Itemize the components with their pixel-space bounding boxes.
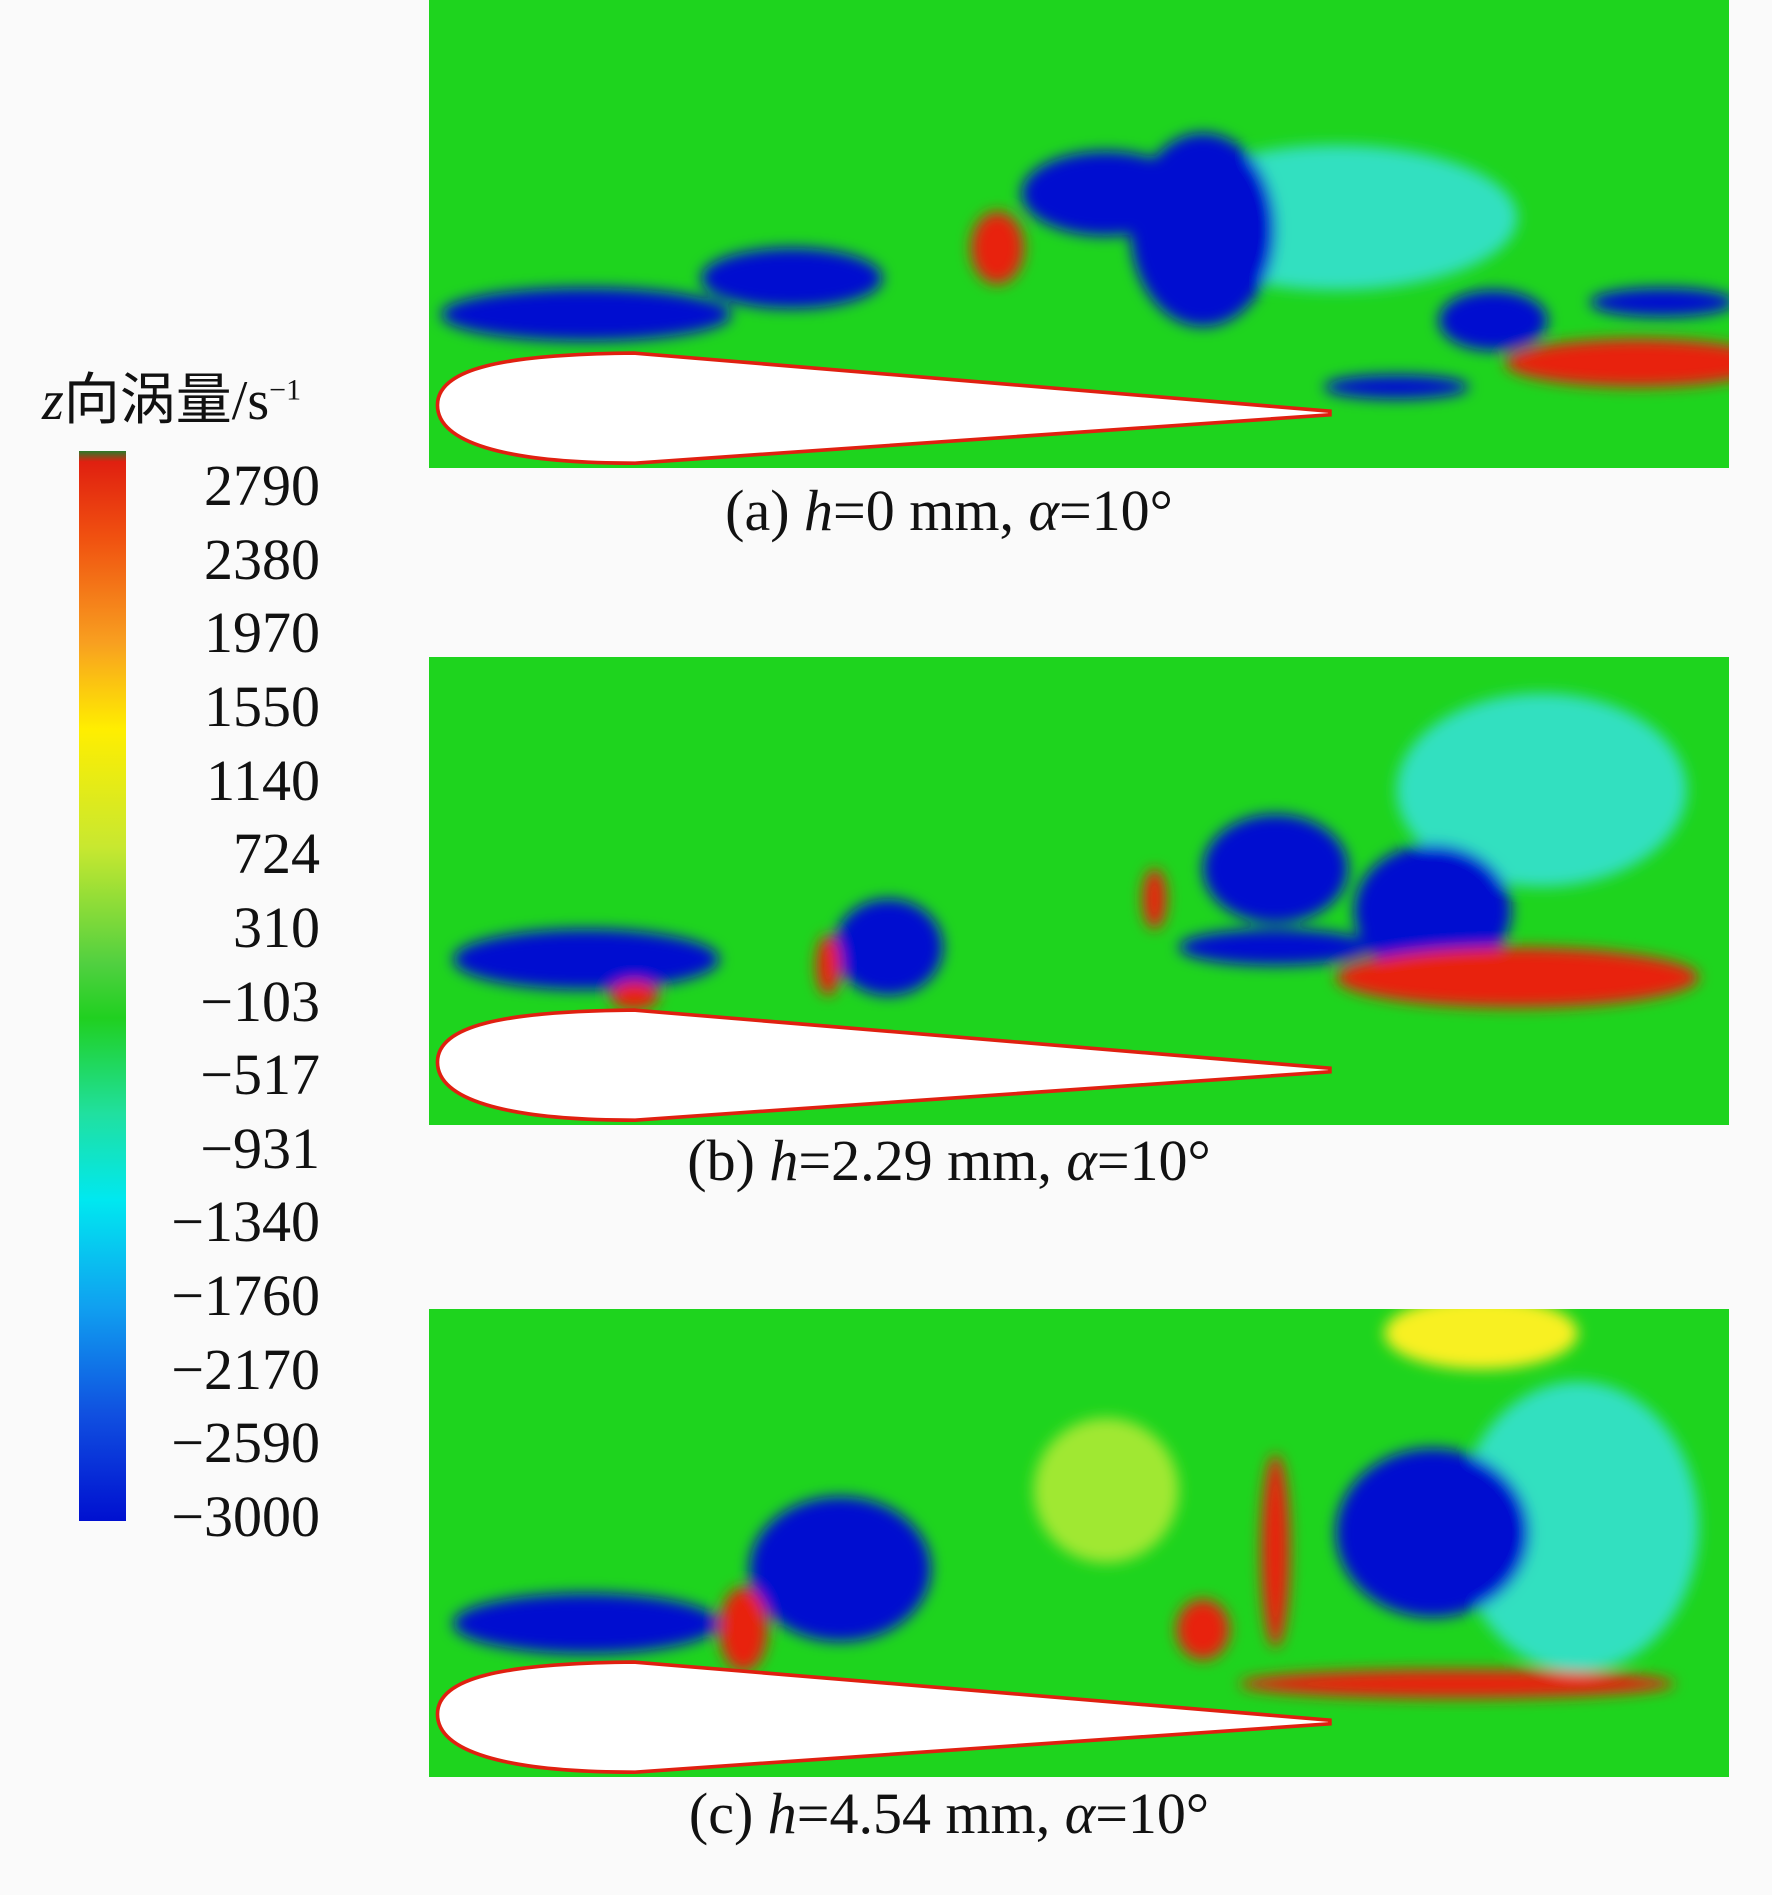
- vortex: [1456, 1381, 1699, 1672]
- caption-value: =0 mm,: [833, 478, 1014, 543]
- title-text: 向涡量/s: [63, 370, 270, 432]
- vortex: [1589, 287, 1729, 317]
- colorbar: [79, 451, 126, 1521]
- colorbar-tick-label: 2790: [204, 453, 320, 518]
- title-sup: −1: [269, 373, 302, 407]
- colorbar-title: z向涡量/s−1: [42, 355, 301, 436]
- caption-value: =4.54 mm,: [796, 1781, 1051, 1846]
- vortex: [1384, 1309, 1578, 1370]
- caption-value: =2.29 mm,: [798, 1128, 1052, 1193]
- colorbar-tick-label: 310: [233, 894, 320, 960]
- vortex: [1438, 290, 1548, 351]
- panel-caption: (c) h=4.54 mm, α=10°: [689, 1780, 1209, 1847]
- title-var: z: [42, 370, 64, 432]
- vortex: [441, 287, 732, 342]
- caption-var: h: [804, 478, 834, 543]
- airfoil: [435, 1008, 1332, 1122]
- vortex: [701, 247, 883, 309]
- vortex: [1142, 868, 1167, 930]
- vortex: [453, 1593, 720, 1654]
- vortex: [1505, 338, 1729, 387]
- colorbar-tick-label: −931: [200, 1115, 320, 1181]
- caption-label: (b): [687, 1128, 755, 1193]
- caption-var: h: [767, 1781, 797, 1846]
- vortex: [1033, 1417, 1179, 1563]
- vortex: [1335, 1448, 1530, 1618]
- colorbar-tick-label: 1550: [204, 673, 320, 739]
- panel-caption: (b) h=2.29 mm, α=10°: [687, 1127, 1210, 1194]
- caption-label: (a): [725, 478, 790, 543]
- vorticity-contour-plot: [429, 0, 1729, 468]
- colorbar-tick-label: 2380: [204, 526, 320, 592]
- caption-angle-value: =10°: [1096, 1128, 1211, 1193]
- vortex: [815, 935, 841, 996]
- vortex: [749, 1496, 931, 1642]
- colorbar-tick-label: 724: [233, 821, 320, 887]
- airfoil: [435, 1660, 1332, 1774]
- vortex: [1354, 844, 1512, 978]
- vortex: [970, 211, 1024, 285]
- vortex: [1178, 929, 1373, 966]
- airfoil: [435, 351, 1332, 465]
- vortex: [1396, 693, 1687, 887]
- colorbar-tick-label: −2590: [171, 1410, 320, 1476]
- vortex: [1335, 947, 1699, 1008]
- caption-label: (c): [688, 1781, 754, 1846]
- caption-angle-var: α: [1028, 478, 1059, 543]
- vortex: [453, 929, 720, 990]
- vortex: [1239, 1669, 1675, 1699]
- caption-angle-var: α: [1066, 1128, 1097, 1193]
- vortex: [610, 981, 659, 1011]
- vorticity-contour-plot: [429, 657, 1729, 1125]
- panel-caption: (a) h=0 mm, α=10°: [725, 477, 1173, 544]
- colorbar-tick-label: −1760: [171, 1263, 320, 1329]
- caption-angle-var: α: [1064, 1781, 1096, 1846]
- vortex: [1261, 1454, 1291, 1648]
- colorbar-tick-label: −2170: [171, 1336, 320, 1402]
- caption-angle-value: =10°: [1058, 478, 1173, 543]
- vortices: [441, 133, 1729, 400]
- vortex: [719, 1587, 768, 1672]
- vortex: [1130, 133, 1276, 327]
- colorbar-tick-label: 1970: [204, 600, 320, 666]
- vortex: [1202, 814, 1349, 924]
- vortex: [1176, 1599, 1230, 1660]
- colorbar-tick-label: −517: [200, 1042, 320, 1108]
- colorbar-tick-label: −103: [200, 968, 320, 1034]
- colorbar-tick-label: −3000: [171, 1484, 320, 1549]
- vortices: [453, 693, 1699, 1011]
- vortex: [1323, 374, 1469, 400]
- colorbar-tick-label: −1340: [171, 1189, 320, 1255]
- vortices: [453, 1309, 1699, 1699]
- vorticity-contour-plot: [429, 1309, 1729, 1777]
- vortex: [834, 898, 943, 996]
- colorbar-tick-label: 1140: [206, 747, 320, 813]
- caption-angle-value: =10°: [1095, 1781, 1210, 1846]
- caption-var: h: [769, 1128, 799, 1193]
